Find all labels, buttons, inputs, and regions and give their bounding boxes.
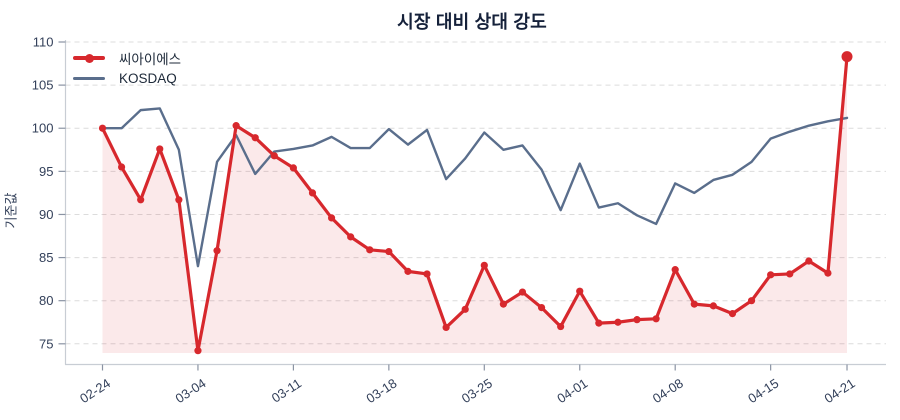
x-tick-label: 03-11	[269, 375, 304, 405]
y-tick-label: 75	[39, 336, 53, 351]
cis-data-point	[270, 152, 278, 160]
cis-data-point	[480, 261, 488, 269]
y-tick-label: 90	[39, 207, 53, 222]
cis-data-point	[194, 347, 202, 355]
cis-data-point	[747, 297, 756, 305]
cis-data-point	[595, 319, 603, 327]
y-tick-label: 100	[32, 121, 54, 136]
cis-data-point	[347, 233, 355, 241]
cis-data-point	[805, 257, 813, 265]
x-tick-label: 03-18	[363, 375, 399, 406]
x-tick-label: 04-15	[745, 375, 781, 406]
cis-data-point	[327, 214, 336, 222]
gray-line-icon	[73, 73, 105, 83]
cis-data-point	[499, 300, 507, 308]
cis-data-point	[576, 287, 584, 295]
cis-data-point	[98, 124, 107, 132]
cis-data-point	[690, 300, 698, 308]
y-axis-label: 기준값	[3, 192, 19, 229]
x-tick-label: 04-08	[650, 375, 686, 406]
cis-data-point	[557, 322, 565, 331]
cis-data-point	[824, 269, 832, 277]
cis-data-point	[251, 134, 259, 142]
cis-data-point	[308, 189, 317, 197]
cis-line	[100, 55, 849, 353]
cis-data-point	[671, 266, 679, 274]
cis-data-point	[404, 267, 412, 275]
x-tick-label: 03-04	[173, 375, 209, 406]
cis-data-point	[117, 163, 126, 171]
legend-label-cis: 씨아이에스	[119, 52, 182, 67]
cis-data-point	[709, 302, 717, 310]
cis-data-point	[614, 318, 622, 326]
cis-data-point	[652, 315, 660, 323]
cis-data-point	[213, 247, 221, 255]
cis-data-point	[461, 305, 469, 313]
cis-data-point	[423, 270, 431, 278]
kosdaq-line	[101, 107, 849, 268]
cis-data-point	[289, 164, 297, 172]
y-tick-label: 85	[39, 250, 53, 265]
x-tick-label: 04-21	[822, 375, 858, 406]
red-series-area-fill	[102, 56, 848, 354]
cis-data-point	[232, 122, 240, 130]
chart-title: 시장 대비 상대 강도	[397, 12, 547, 32]
cis-data-point	[385, 247, 393, 256]
cis-data-point	[767, 271, 775, 279]
cis-data-point	[137, 196, 145, 204]
legend-item-kosdaq: KOSDAQ	[73, 68, 181, 88]
y-tick-label: 105	[32, 78, 54, 93]
cis-data-point	[366, 246, 374, 254]
y-tick-label: 80	[39, 293, 53, 308]
cis-data-point	[518, 288, 527, 296]
legend-label-kosdaq: KOSDAQ	[119, 70, 177, 86]
cis-data-point	[786, 270, 794, 278]
cis-data-point	[175, 196, 183, 204]
x-tick-label: 03-25	[459, 375, 495, 406]
legend-item-cis: 씨아이에스	[73, 48, 181, 68]
cis-data-point	[442, 323, 450, 332]
cis-data-point	[841, 51, 853, 63]
y-tick-label: 95	[39, 164, 53, 179]
y-tick-label: 110	[33, 35, 54, 50]
cis-data-point	[728, 310, 737, 318]
x-tick-label: 04-01	[554, 375, 590, 406]
cis-data-point	[633, 316, 641, 324]
x-tick-label: 02-24	[77, 375, 113, 406]
cis-data-point	[156, 145, 164, 153]
chart-legend: 씨아이에스 KOSDAQ	[73, 48, 181, 88]
cis-data-point	[537, 303, 546, 312]
red-line-marker-icon	[73, 53, 105, 63]
